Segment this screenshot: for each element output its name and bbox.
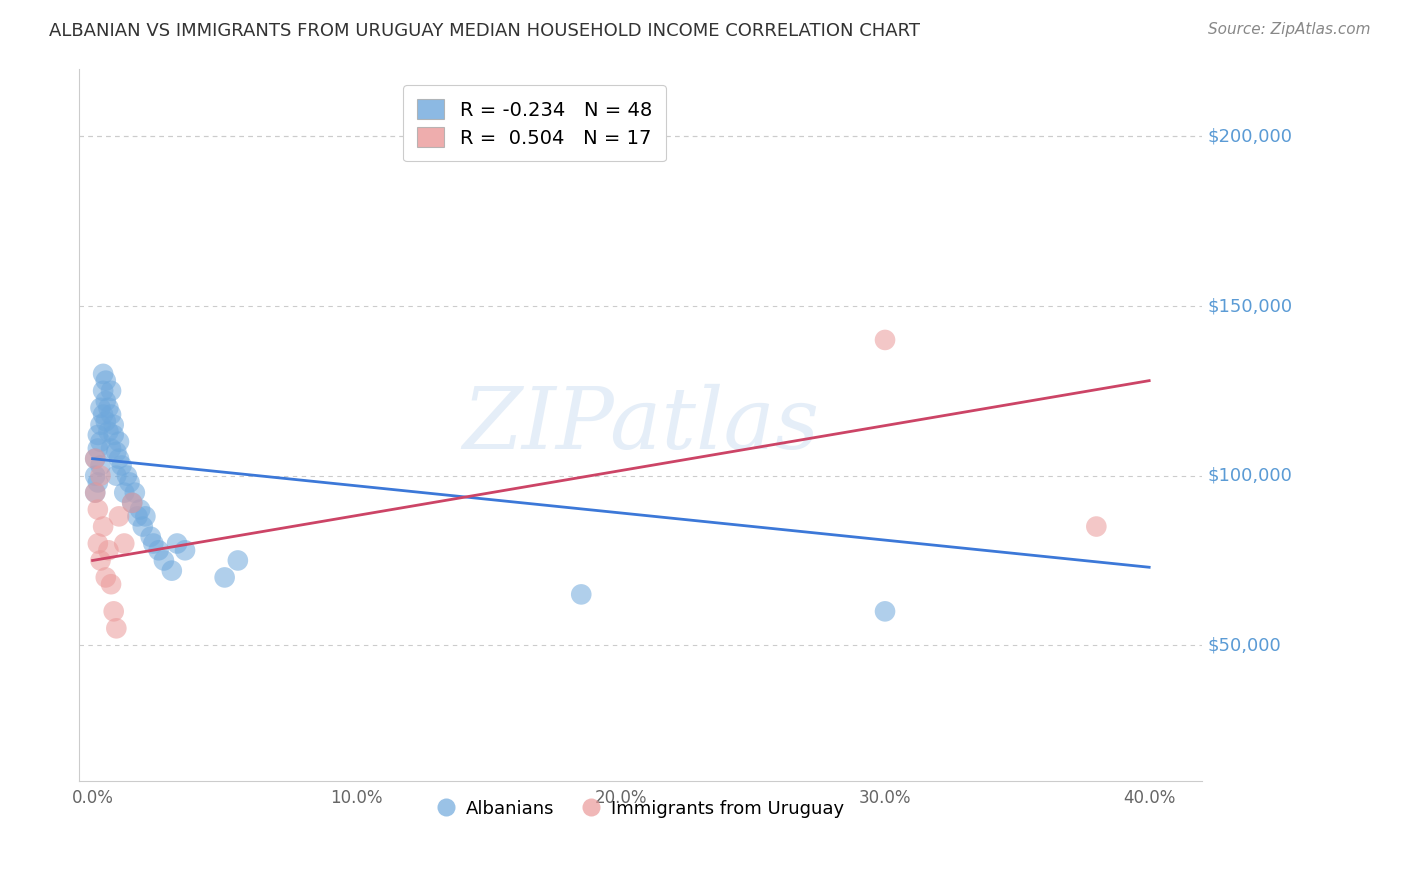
- Point: [103, 417, 125, 432]
- Point: [100, 577, 122, 591]
- Point: [121, 496, 143, 510]
- Point: [103, 604, 125, 618]
- Point: [97, 543, 120, 558]
- Legend: Albanians, Immigrants from Uruguay: Albanians, Immigrants from Uruguay: [430, 793, 851, 825]
- Point: [87, 442, 110, 456]
- Point: [142, 536, 165, 550]
- Point: [103, 428, 125, 442]
- Point: [121, 496, 143, 510]
- Text: $50,000: $50,000: [1208, 636, 1281, 655]
- Point: [226, 553, 249, 567]
- Point: [111, 458, 134, 473]
- Point: [97, 425, 120, 439]
- Point: [87, 475, 110, 490]
- Point: [105, 445, 128, 459]
- Point: [91, 519, 114, 533]
- Point: [153, 553, 176, 567]
- Point: [84, 468, 107, 483]
- Point: [134, 509, 156, 524]
- Point: [100, 442, 122, 456]
- Point: [108, 451, 131, 466]
- Point: [174, 543, 197, 558]
- Point: [115, 468, 138, 483]
- Point: [91, 384, 114, 398]
- Point: [166, 536, 188, 550]
- Text: ALBANIAN VS IMMIGRANTS FROM URUGUAY MEDIAN HOUSEHOLD INCOME CORRELATION CHART: ALBANIAN VS IMMIGRANTS FROM URUGUAY MEDI…: [49, 22, 920, 40]
- Text: $200,000: $200,000: [1208, 128, 1292, 145]
- Point: [91, 408, 114, 422]
- Point: [873, 604, 896, 618]
- Point: [100, 408, 122, 422]
- Point: [100, 384, 122, 398]
- Point: [148, 543, 170, 558]
- Point: [94, 394, 117, 409]
- Point: [112, 485, 135, 500]
- Text: ZIPatlas: ZIPatlas: [463, 384, 820, 467]
- Point: [84, 451, 107, 466]
- Point: [160, 564, 183, 578]
- Point: [84, 485, 107, 500]
- Point: [214, 570, 236, 584]
- Point: [129, 502, 152, 516]
- Point: [569, 587, 592, 601]
- Point: [89, 458, 111, 473]
- Point: [127, 509, 149, 524]
- Point: [84, 451, 107, 466]
- Point: [89, 401, 111, 415]
- Text: $150,000: $150,000: [1208, 297, 1292, 315]
- Point: [108, 509, 131, 524]
- Point: [108, 434, 131, 449]
- Point: [94, 374, 117, 388]
- Point: [91, 367, 114, 381]
- Point: [87, 428, 110, 442]
- Point: [132, 519, 155, 533]
- Point: [1085, 519, 1108, 533]
- Point: [112, 536, 135, 550]
- Point: [105, 468, 128, 483]
- Point: [89, 468, 111, 483]
- Point: [139, 530, 162, 544]
- Point: [89, 417, 111, 432]
- Text: Source: ZipAtlas.com: Source: ZipAtlas.com: [1208, 22, 1371, 37]
- Point: [105, 621, 128, 635]
- Text: $100,000: $100,000: [1208, 467, 1292, 484]
- Point: [87, 502, 110, 516]
- Point: [124, 485, 146, 500]
- Point: [873, 333, 896, 347]
- Point: [94, 414, 117, 428]
- Point: [94, 570, 117, 584]
- Point: [118, 475, 141, 490]
- Point: [89, 434, 111, 449]
- Point: [89, 553, 111, 567]
- Point: [97, 401, 120, 415]
- Point: [84, 485, 107, 500]
- Point: [87, 536, 110, 550]
